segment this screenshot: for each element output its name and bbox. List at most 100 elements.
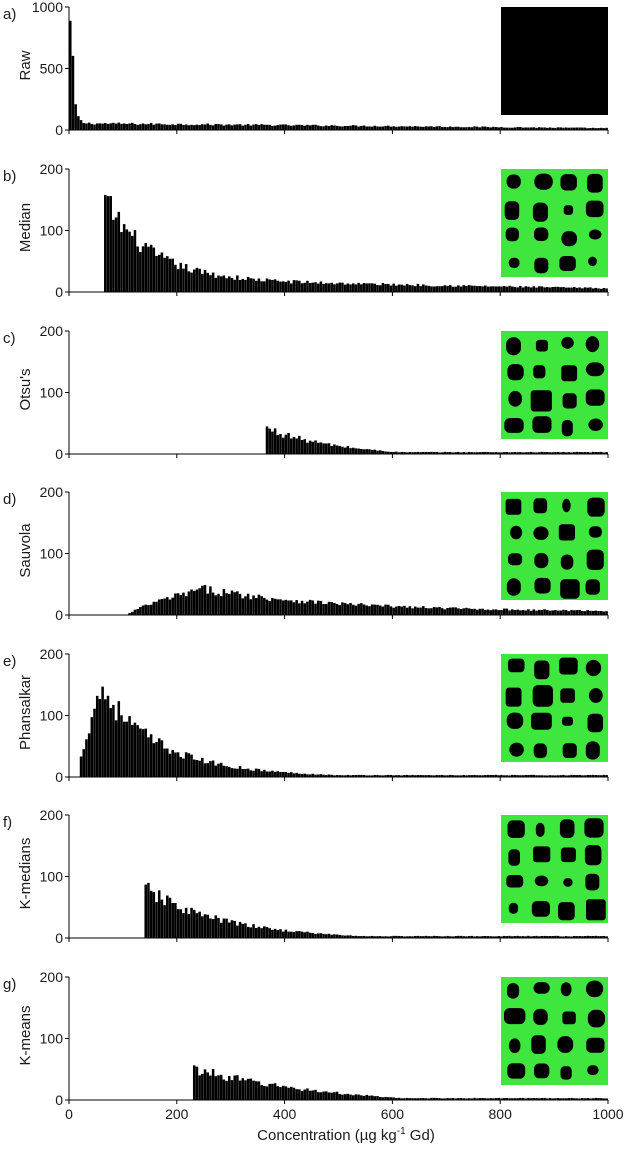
histogram-bar [330, 602, 333, 615]
histogram-bar [373, 604, 377, 615]
histogram-bar [581, 127, 584, 130]
inset-cell [532, 202, 548, 222]
histogram-bar [343, 1094, 347, 1100]
histogram-bar [114, 217, 118, 292]
histogram-bar [174, 125, 177, 130]
histogram-bar [408, 1098, 412, 1100]
histogram-bar [392, 283, 395, 292]
histogram-bar [408, 775, 412, 777]
histogram-bar [335, 1091, 339, 1100]
histogram-bar [564, 127, 568, 130]
histogram-bar [343, 603, 347, 615]
histogram-bar [279, 434, 282, 454]
histogram-bar [209, 918, 212, 938]
histogram-bar [233, 768, 236, 777]
histogram-bar [424, 775, 428, 777]
histogram-bar [392, 775, 395, 777]
histogram-bar [176, 269, 180, 292]
histogram-bar [128, 231, 131, 292]
histogram-bar [384, 125, 387, 130]
histogram-bar [446, 127, 449, 130]
histogram-bar [467, 451, 471, 454]
histogram-bar [252, 278, 255, 292]
histogram-bar [378, 605, 382, 615]
histogram-bar [521, 775, 525, 777]
histogram-bar [176, 909, 180, 938]
histogram-bar [217, 593, 220, 615]
histogram-bar [112, 219, 115, 292]
histogram-bar [376, 604, 379, 615]
histogram-bar [430, 608, 433, 615]
histogram-bar [254, 280, 258, 292]
histogram-bar [155, 741, 158, 777]
histogram-bar [141, 123, 145, 130]
histogram-bar [470, 935, 474, 938]
histogram-bar [362, 283, 366, 292]
histogram-bar [157, 738, 161, 777]
histogram-bar [465, 285, 468, 292]
y-tick-label: 200 [40, 161, 64, 177]
histogram-bar [279, 929, 282, 938]
histogram-bar [546, 609, 549, 615]
histogram-bar [462, 608, 466, 615]
histogram-bar [319, 933, 323, 938]
histogram-bar [551, 610, 554, 615]
histogram-bar [300, 283, 304, 292]
histogram-bar [171, 258, 174, 292]
inset-cell [558, 524, 575, 541]
histogram-bar [459, 452, 463, 454]
x-tick-label: 400 [273, 1106, 297, 1122]
histogram-bar [214, 915, 218, 938]
histogram-bar [368, 606, 371, 615]
histogram-bar [219, 276, 223, 292]
histogram-bar [473, 774, 476, 777]
histogram-bar [295, 600, 298, 615]
histogram-bar [559, 452, 563, 454]
histogram-bar [502, 452, 506, 454]
histogram-bar [139, 607, 142, 615]
inset-cell [560, 554, 574, 570]
histogram-bar [389, 606, 393, 615]
histogram-bar [168, 124, 172, 130]
histogram-bar [559, 775, 563, 777]
histogram-bar [489, 452, 492, 454]
histogram-bar [311, 773, 315, 777]
histogram-bar [589, 1098, 592, 1100]
histogram-bar [578, 452, 581, 454]
histogram-bars [192, 1065, 608, 1100]
histogram-bar [306, 1088, 309, 1100]
histogram-bar [257, 124, 261, 130]
histogram-bar [478, 936, 482, 938]
histogram-bar [416, 607, 420, 615]
histogram-bar [570, 287, 573, 292]
histogram-bar [465, 775, 468, 777]
inset-cell [506, 578, 521, 596]
histogram-bar [454, 126, 457, 130]
histogram-bar [112, 122, 115, 130]
histogram-bar [104, 123, 107, 130]
histogram-bar [562, 127, 565, 130]
histogram-bar [211, 125, 215, 130]
histogram-bar [93, 708, 96, 777]
histogram-bar [397, 284, 401, 292]
histogram-bar [492, 452, 495, 454]
histogram-bar [281, 281, 285, 292]
histogram-bar [400, 451, 404, 454]
histogram-bar [238, 766, 242, 777]
histogram-bar [413, 606, 417, 615]
histogram-bar [575, 127, 579, 130]
histogram-bar [225, 1080, 228, 1100]
inset-image [501, 7, 608, 115]
histogram-bar [583, 452, 587, 454]
histogram-bar [238, 921, 242, 938]
histogram-bar [435, 286, 439, 292]
histogram-bar [284, 1086, 288, 1100]
histogram-bar [365, 449, 368, 454]
inset-cell [563, 205, 574, 215]
histogram-bar [236, 591, 239, 615]
x-tick-label: 600 [381, 1106, 405, 1122]
histogram-bar [373, 283, 377, 292]
histogram-bar [535, 452, 538, 454]
histogram-bar [271, 598, 274, 615]
histogram-bar [586, 774, 589, 777]
